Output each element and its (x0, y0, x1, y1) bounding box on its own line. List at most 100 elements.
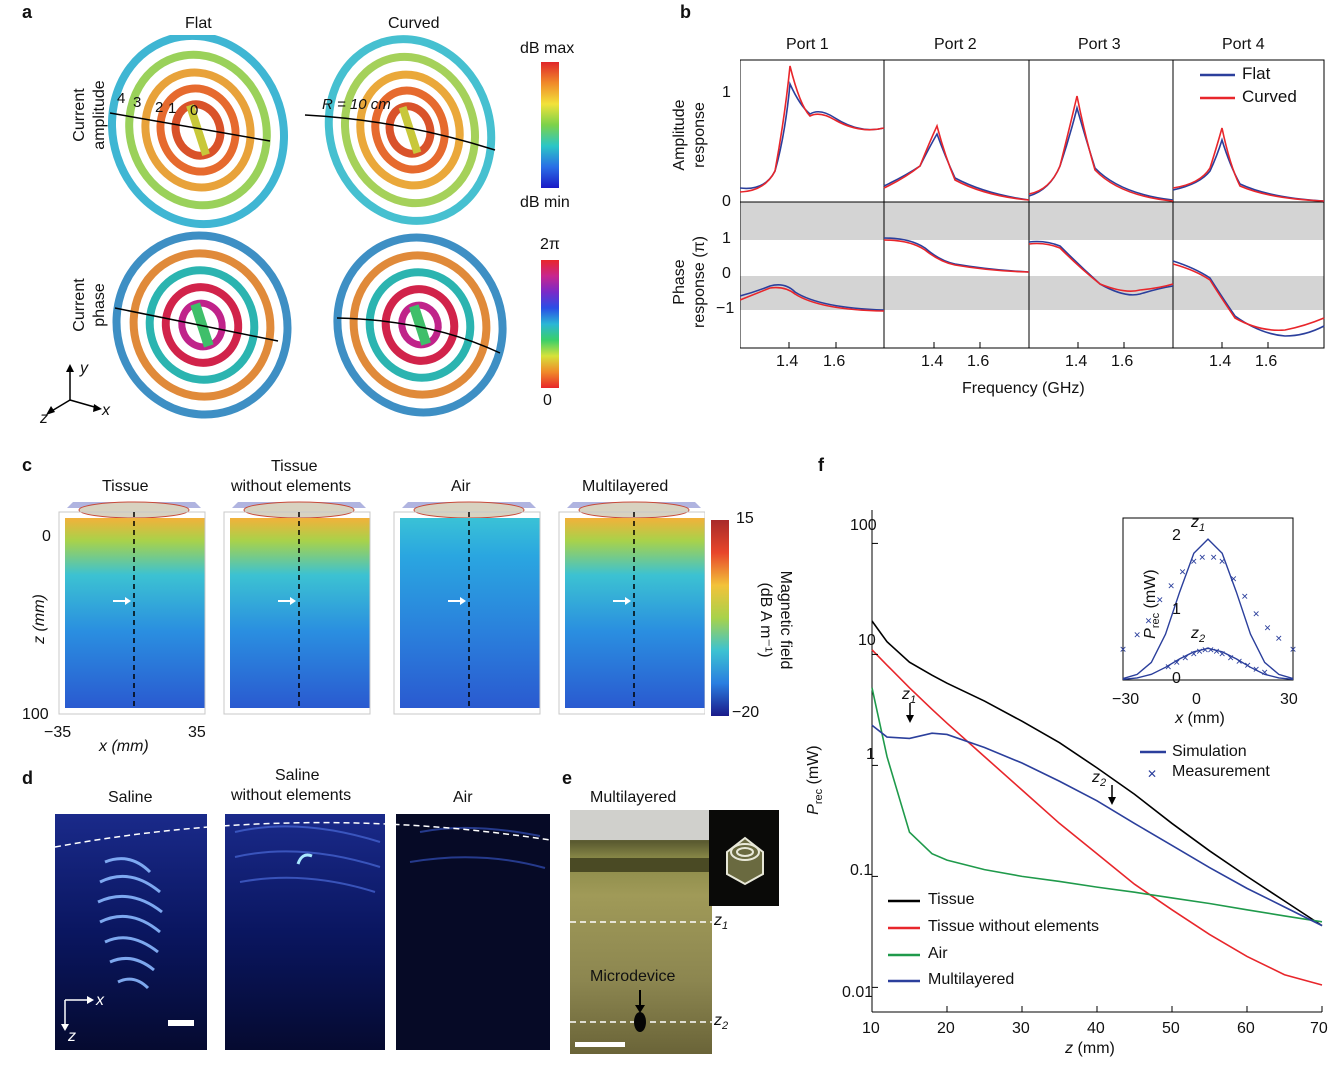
inset-ytick-2: 2 (1172, 527, 1181, 544)
ring-index-4: 4 (117, 90, 126, 107)
c-cbar-min: −20 (732, 704, 760, 721)
d-title-saline-noel-1: Saline (275, 767, 320, 784)
panel-d-label: d (22, 768, 33, 788)
inset-ytick-0: 0 (1172, 670, 1181, 687)
field-box-tissue (58, 501, 206, 715)
b-ytick-bot-1: 1 (722, 230, 731, 247)
inset-meas-point: ✕ (1218, 556, 1226, 566)
colorbar-phase (541, 260, 559, 388)
phase-flat-rings (112, 231, 292, 419)
ring-index-0: 0 (190, 102, 199, 119)
f-marker-z2: z2 (1092, 769, 1107, 790)
e-z1: z1 (714, 912, 729, 933)
inset-meas-point: ✕ (1119, 644, 1127, 654)
inset-meas-point: ✕ (1145, 616, 1153, 626)
b-ytick-bot-0: 0 (722, 265, 731, 282)
inset-meas-point: ✕ (1244, 661, 1252, 671)
inset-meas-point: ✕ (1252, 665, 1260, 675)
b-xtick-p3-16: 1.6 (1111, 353, 1134, 370)
cbar-amp-min: dB min (520, 194, 570, 211)
panel-a-label: a (22, 2, 33, 22)
port-1-title: Port 1 (786, 36, 829, 53)
inset-meas-point: ✕ (1133, 630, 1141, 640)
b-xtick-p4-14: 1.4 (1209, 353, 1232, 370)
inset-meas-point: ✕ (1179, 567, 1187, 577)
inset-xlabel: x (mm) (1175, 710, 1225, 727)
b-xtick-p1-16: 1.6 (823, 353, 846, 370)
inset-meas-point: ✕ (1235, 656, 1243, 666)
c-cbar-max: 15 (736, 510, 754, 527)
axes-triad (46, 364, 102, 415)
inset-meas-point: ✕ (1289, 644, 1297, 654)
c-cbar-label: Magnetic field (dB A m⁻¹) (757, 570, 794, 670)
panel-a-rings (107, 35, 507, 419)
field-box-multilayered (558, 501, 705, 715)
b-ylabel-top: Amplitude response (671, 99, 708, 171)
b-xlabel: Frequency (GHz) (962, 380, 1085, 397)
inset-xtick-neg30: −30 (1112, 691, 1140, 708)
inset-meas-point: ✕ (1190, 649, 1198, 659)
c-title-air: Air (451, 478, 471, 495)
f-marker-z1: z1 (902, 686, 917, 707)
inset-meas-point: ✕ (1173, 658, 1181, 668)
panel-c-fields (58, 501, 705, 715)
b-legend-flat: Flat (1242, 64, 1271, 83)
d-title-saline-noel-2: without elements (231, 787, 352, 804)
inset-meas-point: ✕ (1196, 646, 1204, 656)
f-ylabel: Prec (mW) (804, 745, 826, 815)
series-line-0 (871, 620, 1323, 927)
c-xlabel: x (mm) (99, 738, 149, 755)
inset-meas-point: ✕ (1241, 591, 1249, 601)
b-xtick-p4-16: 1.6 (1255, 353, 1278, 370)
svg-text:✕: ✕ (1147, 767, 1157, 781)
axis-y-label: y (80, 360, 88, 377)
c-xtick-neg35: −35 (44, 724, 72, 741)
inset-meas-point: ✕ (1201, 645, 1209, 655)
f-xlabel: z (mm) (1065, 1040, 1115, 1057)
panel-b-plot (740, 59, 1325, 349)
panel-e-image (570, 810, 779, 1054)
amplitude-curved-rings (324, 35, 496, 225)
d-title-saline: Saline (108, 789, 153, 806)
inset-meas-point: ✕ (1156, 595, 1164, 605)
e-device-label: Microdevice (590, 968, 676, 985)
panel-f-label: f (818, 455, 824, 475)
port-4-title: Port 4 (1222, 36, 1265, 53)
inset-meas-point: ✕ (1207, 645, 1215, 655)
inset-meas-point: ✕ (1230, 574, 1238, 584)
inset-meas-point: ✕ (1165, 662, 1173, 672)
b-ylabel-bottom: Phase response (π) (671, 236, 708, 328)
f-xtick-30: 30 (1012, 1020, 1030, 1037)
inset-meas-point: ✕ (1210, 553, 1218, 563)
inset-meas-point: ✕ (1261, 668, 1269, 678)
inset-legend-simulation: Simulation (1172, 743, 1247, 760)
ring-index-2: 2 (155, 99, 164, 116)
col-curved-title: Curved (388, 15, 440, 32)
f-xtick-20: 20 (937, 1020, 955, 1037)
f-xtick-10: 10 (862, 1020, 880, 1037)
b-ytick-top-0: 0 (722, 193, 731, 210)
port-3-title: Port 3 (1078, 36, 1121, 53)
c-title-tissue-noel-2: without elements (231, 478, 352, 495)
inset-marker-z1: z1 (1191, 514, 1206, 535)
b-ytick-bot-minus1: −1 (716, 300, 735, 317)
f-ytick-10: 10 (858, 632, 876, 649)
inset-meas-point: ✕ (1275, 634, 1283, 644)
port-2-title: Port 2 (934, 36, 977, 53)
inset-meas-point: ✕ (1264, 623, 1272, 633)
colorbar-amplitude (541, 62, 559, 188)
b-xtick-p2-14: 1.4 (921, 353, 944, 370)
axis-x-label: x (102, 402, 110, 419)
inset-meas-point: ✕ (1199, 553, 1207, 563)
c-ylabel: z (mm) (31, 594, 48, 644)
series-line-3 (871, 724, 1323, 927)
d-axis-x: x (96, 992, 104, 1009)
phase-curved-rings (333, 233, 507, 417)
f-ytick-1: 1 (866, 746, 875, 763)
c-ytick-0: 0 (42, 528, 51, 545)
cbar-phase-max: 2π (540, 236, 560, 253)
inset-meas-point: ✕ (1252, 609, 1260, 619)
inset-legend-measurement: Measurement (1172, 763, 1270, 780)
f-legend-tissue: Tissue (928, 891, 975, 908)
c-colorbar (711, 520, 729, 716)
